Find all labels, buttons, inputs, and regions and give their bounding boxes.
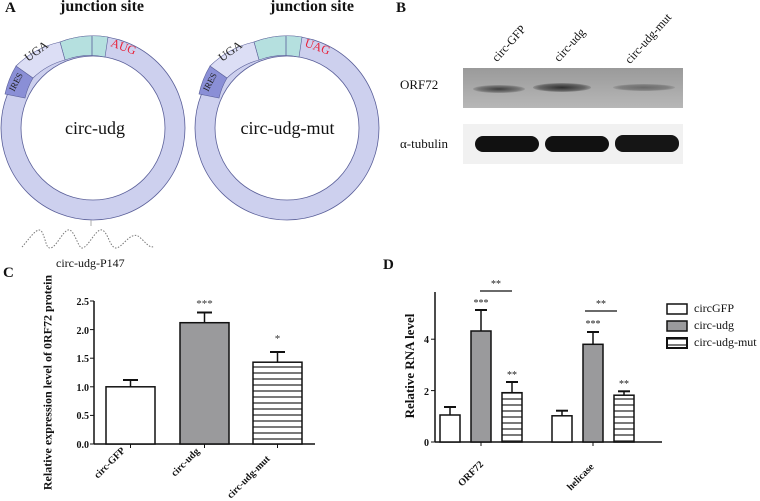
band-tubulin-3 — [615, 135, 679, 152]
legend-label-circudg: circ-udg — [694, 318, 734, 332]
junction-site-label-2: junction site — [270, 0, 354, 15]
panel-d-letter: D — [383, 257, 394, 273]
tubulin-blot — [463, 124, 683, 164]
circ-udg-mut-center-label: circ-udg-mut — [240, 118, 335, 138]
chart-c: 0.0 0.5 1.0 1.5 2.0 2.5 *** * — [77, 297, 315, 451]
svg-text:**: ** — [491, 279, 501, 290]
circ-udg-ring: IRES UGA AUG — [0, 35, 186, 221]
band-orf72-3 — [613, 84, 675, 91]
panel-c-letter: C — [3, 265, 14, 281]
chart-d-legend — [666, 303, 688, 349]
chart-c-yticks: 0.0 0.5 1.0 1.5 2.0 2.5 — [77, 297, 94, 451]
circrna-diagrams: IRES UGA AUG IRES UGA UAG — [0, 35, 380, 249]
bar-circ-gfp — [105, 386, 156, 445]
row-label-tubulin: α-tubulin — [400, 136, 448, 151]
svg-text:**: ** — [596, 299, 606, 310]
band-tubulin-1 — [475, 136, 539, 152]
band-tubulin-2 — [545, 136, 609, 152]
junction-site-label-1: junction site — [60, 0, 144, 15]
legend-swatch-circgfp — [666, 303, 688, 315]
svg-text:2: 2 — [424, 387, 429, 398]
svg-text:***: *** — [196, 298, 213, 310]
bar-orf72-circudgmut — [501, 391, 523, 443]
lane-label-circ-udg-mut: circ-udg-mut — [621, 10, 675, 67]
circ-udg-mut-ring: IRES UGA UAG — [194, 35, 380, 221]
svg-text:1.5: 1.5 — [77, 354, 90, 365]
peptide-label: circ-udg-P147 — [56, 256, 125, 270]
svg-text:2.0: 2.0 — [77, 326, 90, 337]
circ-udg-center-label: circ-udg — [65, 118, 125, 138]
bar-helicase-circgfp — [551, 415, 573, 443]
svg-text:***: *** — [586, 319, 601, 330]
svg-text:***: *** — [474, 298, 489, 309]
band-orf72-1 — [473, 85, 525, 93]
row-label-orf72: ORF72 — [400, 77, 439, 92]
legend-label-circudgmut: circ-udg-mut — [694, 335, 757, 349]
legend-label-circgfp: circGFP — [694, 301, 734, 315]
svg-text:1.0: 1.0 — [77, 383, 90, 394]
chart-d: 0 2 4 *** ** ** *** ** ** — [424, 279, 688, 449]
panel-a-letter: A — [5, 0, 16, 16]
panel-b-letter: B — [396, 0, 407, 16]
band-orf72-2 — [533, 83, 591, 92]
legend-swatch-circudgmut — [666, 337, 688, 349]
svg-text:0: 0 — [424, 438, 429, 449]
bar-circ-udg — [179, 321, 230, 445]
peptide-chain-icon — [21, 229, 155, 249]
svg-text:0.0: 0.0 — [77, 440, 90, 451]
chart-d-legend-labels: circGFP circ-udg circ-udg-mut — [694, 300, 757, 351]
bar-helicase-circudg — [582, 343, 604, 443]
bar-circ-udg-mut — [252, 361, 303, 445]
svg-text:2.5: 2.5 — [77, 297, 90, 308]
svg-text:**: ** — [507, 370, 517, 381]
bar-orf72-circgfp — [439, 414, 461, 443]
lane-label-circ-udg: circ-udg — [550, 25, 589, 65]
bar-orf72-circudg — [470, 330, 492, 443]
bar-helicase-circudgmut — [613, 394, 635, 443]
legend-swatch-circudg — [666, 320, 688, 332]
orf72-blot — [463, 68, 683, 108]
chart-d-yticks: 0 2 4 — [424, 335, 435, 449]
svg-text:0.5: 0.5 — [77, 411, 90, 422]
lane-label-circ-gfp: circ-GFP — [488, 22, 529, 65]
svg-text:4: 4 — [424, 335, 429, 346]
svg-text:**: ** — [619, 379, 629, 390]
svg-text:*: * — [275, 333, 281, 345]
